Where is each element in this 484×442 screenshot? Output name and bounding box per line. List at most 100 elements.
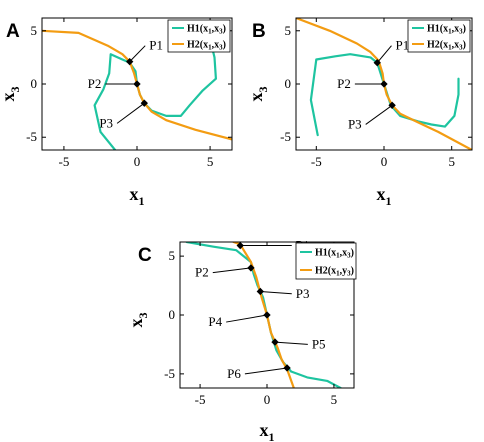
y-tick-label: 5 bbox=[169, 248, 176, 263]
point-marker bbox=[388, 101, 396, 109]
legend-entry: H2(x1,x3) bbox=[187, 40, 226, 52]
x-tick-label: 5 bbox=[207, 154, 214, 169]
x-tick-label: 0 bbox=[381, 154, 388, 169]
point-marker bbox=[126, 57, 134, 66]
x-axis-label-sub: 1 bbox=[139, 194, 145, 208]
x-axis-label-main: x bbox=[130, 184, 139, 204]
point-leader-line bbox=[365, 104, 393, 125]
x-axis-label-sub: 1 bbox=[386, 194, 392, 208]
legend-arg: ,x bbox=[212, 40, 220, 51]
legend-box bbox=[407, 19, 471, 53]
x-tick-label: -5 bbox=[311, 154, 322, 169]
legend-arg: 3 bbox=[347, 252, 351, 260]
legend-arg: 3 bbox=[459, 44, 463, 52]
x-axis-label: x1 bbox=[260, 420, 275, 442]
point-label: P1 bbox=[149, 38, 163, 53]
point-marker bbox=[373, 59, 381, 67]
point-marker bbox=[283, 364, 291, 372]
legend-arg: 1 bbox=[208, 28, 212, 36]
panel-letter: C bbox=[138, 245, 152, 266]
point-leader-line bbox=[274, 341, 308, 345]
y-axis-label-sub: 3 bbox=[8, 87, 22, 93]
series-h1-line bbox=[309, 53, 460, 137]
y-axis-label-main: x bbox=[0, 93, 18, 102]
point-marker bbox=[256, 287, 264, 296]
x-tick-label: 0 bbox=[134, 154, 141, 169]
legend-arg: ) bbox=[351, 248, 354, 259]
y-tick-label: 0 bbox=[285, 76, 292, 91]
x-axis-label: x1 bbox=[377, 184, 392, 208]
legend-arg: (x bbox=[200, 24, 208, 35]
legend-arg: 3 bbox=[219, 28, 223, 36]
legend-entry: H1(x1,x3) bbox=[427, 24, 466, 36]
point-marker bbox=[380, 80, 388, 88]
point-label: P6 bbox=[227, 366, 241, 381]
y-axis-label: x3 bbox=[0, 87, 22, 102]
point-leader-line bbox=[244, 367, 288, 375]
legend-arg: ) bbox=[223, 24, 226, 35]
point-label: P2 bbox=[195, 265, 209, 280]
y-tick-label: -5 bbox=[280, 129, 291, 144]
y-tick-label: -5 bbox=[26, 129, 37, 144]
legend-arg: 3 bbox=[219, 44, 223, 52]
legend-arg: 1 bbox=[336, 252, 340, 260]
x-tick-label: -5 bbox=[59, 154, 70, 169]
legend-arg: 3 bbox=[459, 28, 463, 36]
legend-name: H2 bbox=[315, 266, 328, 277]
legend-arg: ) bbox=[463, 40, 466, 51]
legend-box bbox=[167, 19, 231, 53]
legend-arg: ) bbox=[223, 40, 226, 51]
point-marker bbox=[271, 338, 279, 346]
panel-letter: B bbox=[252, 21, 266, 42]
legend-name: H2 bbox=[427, 40, 440, 51]
point-label: P1 bbox=[395, 38, 409, 53]
legend-entry: H1(x1,x3) bbox=[315, 248, 354, 260]
legend-arg: 1 bbox=[208, 44, 212, 52]
x-axis-label: x1 bbox=[130, 184, 145, 208]
point-label: P4 bbox=[208, 314, 222, 329]
point-leader-line bbox=[212, 267, 251, 274]
point-leader-line bbox=[116, 102, 145, 124]
legend-arg: 3 bbox=[347, 270, 351, 278]
legend-entry: H1(x1,x3) bbox=[187, 24, 226, 36]
legend-arg: ,x bbox=[452, 40, 460, 51]
x-tick-label: -5 bbox=[195, 392, 206, 407]
point-label: P3 bbox=[348, 116, 362, 131]
legend-arg: ) bbox=[351, 266, 354, 277]
legend-arg: (x bbox=[328, 266, 336, 277]
legend-arg: ,x bbox=[212, 24, 220, 35]
legend-box bbox=[295, 242, 357, 280]
x-tick-label: 5 bbox=[331, 392, 338, 407]
y-axis-label-main: x bbox=[126, 319, 146, 328]
panel-letter: A bbox=[6, 21, 20, 42]
panel-b: B -5 0 5 -5 0 5 x1x 3 P1 P2 P3 H1(x1,x3) H2(x1,x3) bbox=[246, 17, 473, 208]
x-tick-label: 0 bbox=[264, 392, 271, 407]
legend-arg: 1 bbox=[448, 28, 452, 36]
point-marker bbox=[236, 241, 244, 250]
point-label: P5 bbox=[312, 336, 326, 351]
legend-name: H1 bbox=[315, 248, 328, 259]
y-tick-label: 0 bbox=[169, 307, 176, 322]
point-marker bbox=[263, 311, 271, 319]
y-tick-label: -5 bbox=[164, 366, 175, 381]
legend-name: H1 bbox=[427, 24, 440, 35]
legend-arg: ) bbox=[463, 24, 466, 35]
y-axis-label-sub: 3 bbox=[136, 313, 150, 319]
point-leader-line bbox=[376, 45, 392, 64]
point-label: P3 bbox=[99, 115, 113, 130]
point-label: P2 bbox=[88, 76, 102, 91]
point-label: P2 bbox=[337, 76, 351, 91]
point-marker bbox=[247, 264, 255, 272]
point-leader-line bbox=[129, 45, 146, 62]
legend-entry: H2(x1,x3) bbox=[427, 40, 466, 52]
point-leader-line bbox=[260, 290, 292, 295]
y-axis-label: x3 bbox=[126, 313, 150, 328]
point-marker bbox=[133, 80, 141, 88]
x-axis-label-sub: 1 bbox=[269, 430, 275, 442]
y-tick-label: 5 bbox=[285, 23, 292, 38]
point-leader-line bbox=[226, 314, 268, 323]
legend-arg: 1 bbox=[448, 44, 452, 52]
x-tick-label: 5 bbox=[448, 154, 455, 169]
x-axis-label-main: x bbox=[377, 184, 386, 204]
